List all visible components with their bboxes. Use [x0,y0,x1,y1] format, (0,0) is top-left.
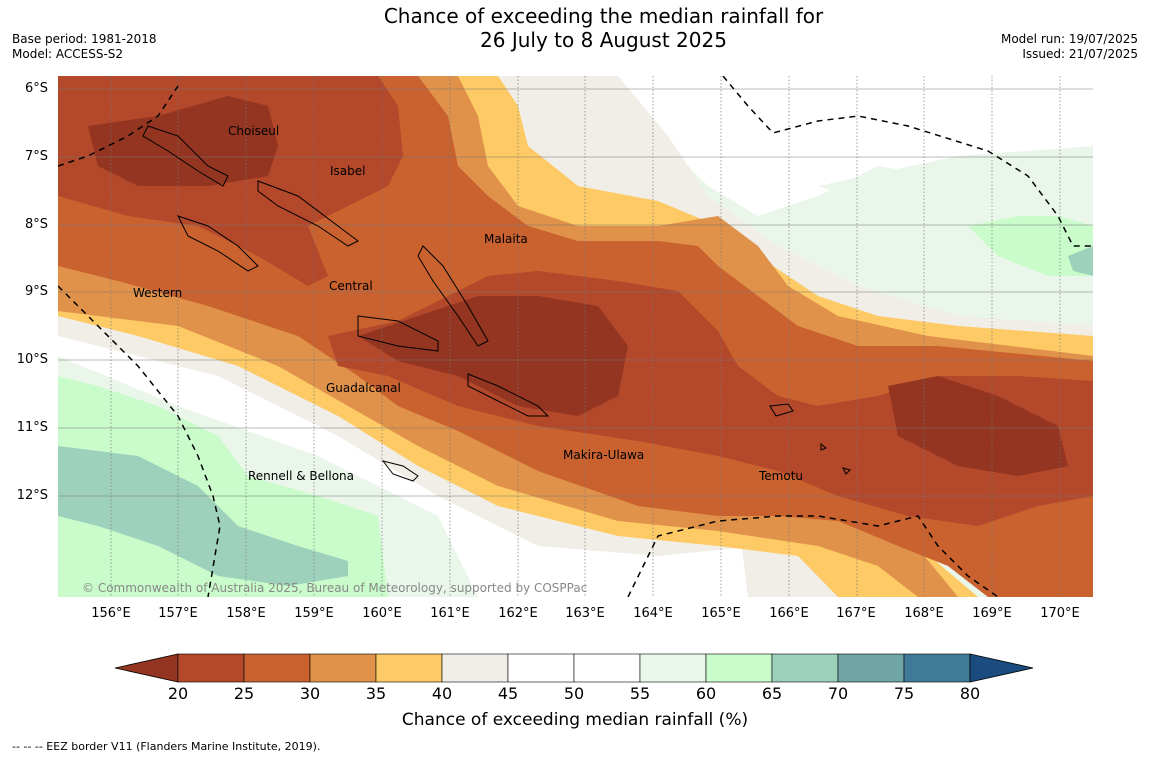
lat-label: 9°S [24,284,48,299]
base-period-text: Base period: 1981-2018 [12,32,157,46]
lon-label: 156°E [91,606,131,621]
lon-label: 160°E [362,606,402,621]
place-label-central: Central [329,279,373,293]
place-label-western: Western [133,286,183,300]
lon-label: 158°E [226,606,266,621]
colorbar-cell [573,653,641,683]
colorbar-tick-label: 80 [959,684,981,703]
colorbar-tick-label: 30 [299,684,321,703]
colorbar-tick-label: 25 [233,684,255,703]
colorbar-tick-label: 35 [365,684,387,703]
island-isabel [257,180,359,247]
band-below-20-central [358,296,628,416]
colorbar-tick-label: 65 [761,684,783,703]
colorbar-cell [177,653,245,683]
island-rennell [381,460,419,482]
model-text: Model: ACCESS-S2 [12,47,124,61]
colorbar-label: Chance of exceeding median rainfall (%) [401,710,749,730]
island-guadalcanal [357,315,439,352]
island-choiseul [142,125,229,187]
eez-footnote: -- -- -- EEZ border V11 (Flanders Marine… [12,740,321,753]
colorbar [114,653,1034,683]
rainfall-map [58,76,1093,597]
colorbar-extend-low [114,653,179,683]
lon-label: 161°E [430,606,470,621]
lat-label: 10°S [16,352,48,367]
lat-label: 11°S [16,420,48,435]
lon-label: 159°E [294,606,334,621]
colorbar-cell [507,653,575,683]
colorbar-cell [375,653,443,683]
place-label-guadalcanal: Guadalcanal [326,381,401,395]
colorbar-tick-label: 50 [563,684,585,703]
colorbar-tick-label: 75 [893,684,915,703]
eez-border [58,76,1093,597]
band-55-60-east [818,146,1093,216]
grid-lines [110,76,1061,597]
colorbar-tick-label: 40 [431,684,453,703]
colorbar-cell [705,653,773,683]
colorbar-cell [771,653,839,683]
band-below-20-east [888,376,1068,476]
lon-label: 163°E [565,606,605,621]
band-65-70 [58,446,348,586]
colorbar-cell [309,653,377,683]
lon-label: 157°E [158,606,198,621]
issued-text: Issued: 21/07/2025 [1022,47,1138,61]
lon-label: 166°E [769,606,809,621]
band-65-70-east [1068,246,1093,276]
colorbar-extend-high [969,653,1034,683]
colorbar-cell [441,653,509,683]
island-outlines [142,125,851,482]
meta-left: Base period: 1981-2018 Model: ACCESS-S2 [12,32,157,62]
island-malaita [417,245,489,347]
colorbar-cell [243,653,311,683]
colorbar-tick-label: 70 [827,684,849,703]
place-label-isabel: Isabel [330,164,366,178]
place-label-malaita: Malaita [484,232,528,246]
place-label-rennell-bellona: Rennell & Bellona [248,469,355,483]
lon-label: 165°E [701,606,741,621]
lon-label: 170°E [1040,606,1080,621]
map-svg [58,76,1093,597]
lon-label: 168°E [904,606,944,621]
colorbar-tick-label: 55 [629,684,651,703]
lat-label: 12°S [16,488,48,503]
colorbar-tick-label: 60 [695,684,717,703]
colorbar-tick-label: 20 [167,684,189,703]
title-line-1: Chance of exceeding the median rainfall … [383,4,824,28]
grid-lat-lines [58,88,1093,497]
island-santa-cruz [769,403,794,417]
lon-label: 167°E [836,606,876,621]
island-makira [467,373,550,417]
place-label-makira-ulawa: Makira-Ulawa [563,448,645,462]
colorbar-cell [903,653,971,683]
lon-label: 164°E [633,606,673,621]
lon-label: 162°E [498,606,538,621]
lat-label: 6°S [24,81,48,96]
lon-label: 169°E [972,606,1012,621]
lat-label: 8°S [24,217,48,232]
band-45-55-north [618,76,1093,216]
meta-right: Model run: 19/07/2025 Issued: 21/07/2025 [1001,32,1138,62]
colorbar-cell [639,653,707,683]
island-new-georgia [177,215,259,272]
band-60-65-east [968,216,1093,276]
copyright-text: © Commonwealth of Australia 2025, Bureau… [82,581,588,595]
island-small-1 [820,442,827,451]
place-label-temotu: Temotu [759,469,804,483]
colorbar-tick-label: 45 [497,684,519,703]
band-60-65 [58,376,388,597]
island-small-2 [842,467,851,475]
lat-label: 7°S [24,149,48,164]
place-label-choiseul: Choiseul [228,124,280,138]
colorbar-cell [837,653,905,683]
title-line-2: 26 July to 8 August 2025 [480,28,727,52]
model-run-text: Model run: 19/07/2025 [1000,32,1138,46]
